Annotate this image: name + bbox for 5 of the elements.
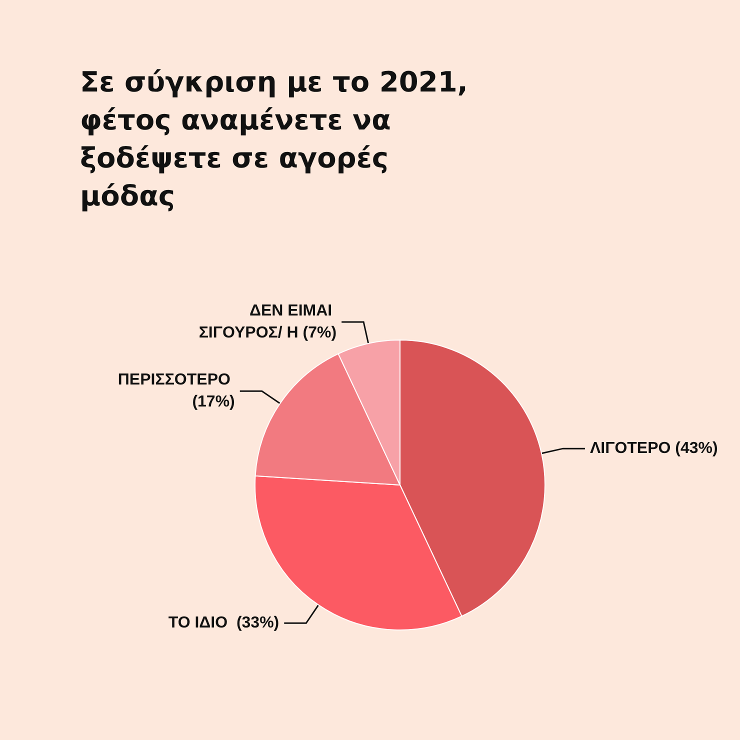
- slice-label: ΔΕΝ ΕΙΜΑΙ ΣΙΓΟΥΡΟΣ/ Η (7%): [198, 302, 337, 342]
- slice-label: ΛΙΓΟΤΕΡΟ (43%): [590, 440, 718, 458]
- slice-label: ΤΟ ΙΔΙΟ (33%): [168, 614, 280, 632]
- slice-label: ΠΕΡΙΣΣΟΤΕΡΟ (17%): [118, 372, 235, 411]
- chart-title: Σε σύγκριση με το 2021, φέτος αναμένετε να ξοδέψετε σε αγορές μόδας: [80, 66, 478, 212]
